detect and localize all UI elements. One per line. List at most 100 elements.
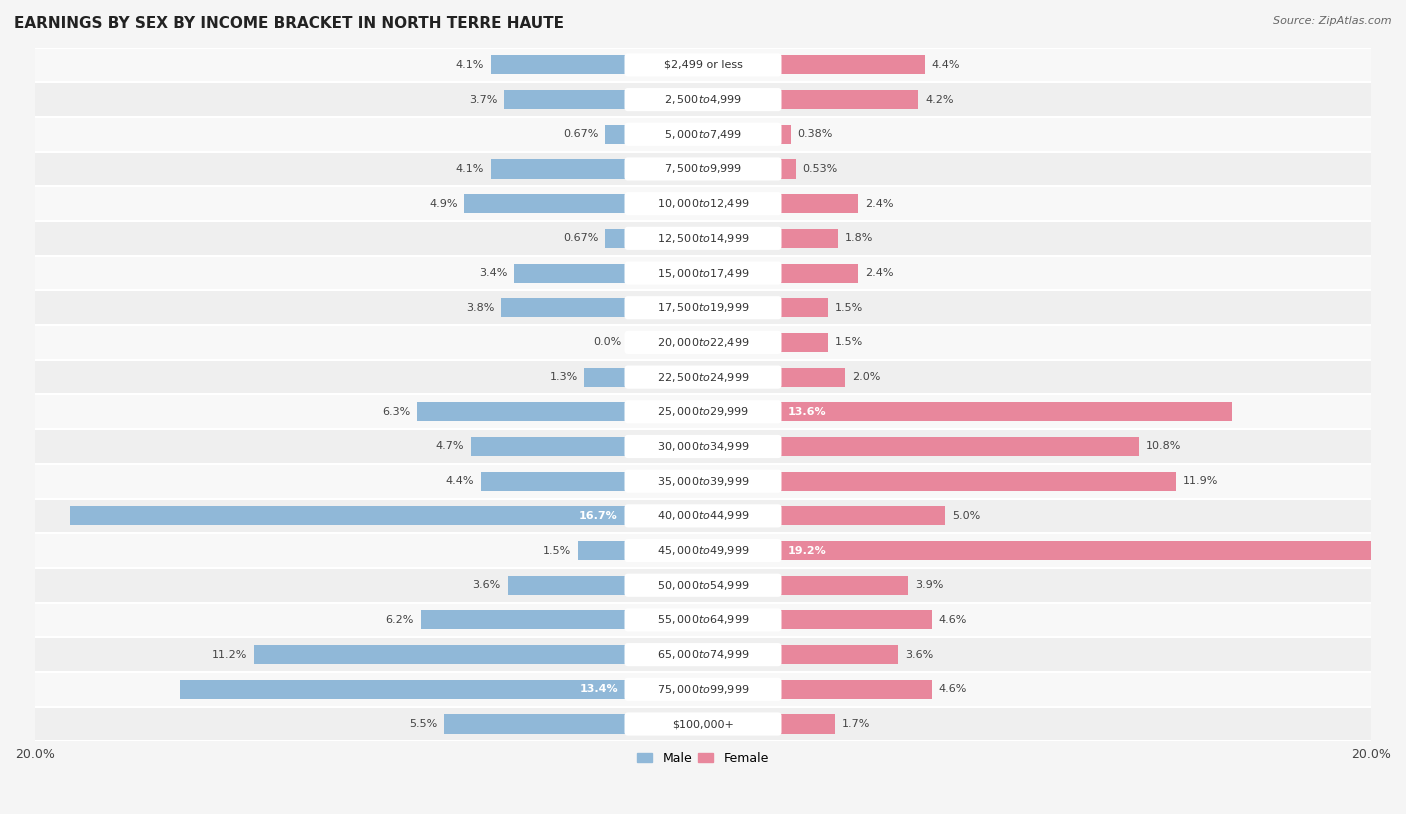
Bar xyxy=(778,160,796,178)
Bar xyxy=(778,55,925,74)
Bar xyxy=(578,541,628,560)
Text: $15,000 to $17,499: $15,000 to $17,499 xyxy=(657,266,749,279)
Text: 4.6%: 4.6% xyxy=(938,685,967,694)
FancyBboxPatch shape xyxy=(624,574,782,597)
Bar xyxy=(501,298,628,317)
Bar xyxy=(491,160,628,178)
Bar xyxy=(606,229,628,248)
Text: 10.8%: 10.8% xyxy=(1146,441,1181,452)
Text: 1.7%: 1.7% xyxy=(842,719,870,729)
Bar xyxy=(778,194,858,213)
Bar xyxy=(35,82,1371,117)
Bar xyxy=(778,368,845,387)
Bar xyxy=(778,471,1175,491)
Bar xyxy=(481,471,628,491)
Text: 0.67%: 0.67% xyxy=(564,234,599,243)
Text: $10,000 to $12,499: $10,000 to $12,499 xyxy=(657,197,749,210)
FancyBboxPatch shape xyxy=(624,157,782,181)
Text: 3.9%: 3.9% xyxy=(915,580,943,590)
Bar xyxy=(180,680,628,699)
FancyBboxPatch shape xyxy=(624,88,782,112)
Bar xyxy=(491,55,628,74)
Text: $55,000 to $64,999: $55,000 to $64,999 xyxy=(657,614,749,627)
Bar xyxy=(35,568,1371,602)
Text: 1.5%: 1.5% xyxy=(835,303,863,313)
FancyBboxPatch shape xyxy=(624,470,782,492)
Text: $75,000 to $99,999: $75,000 to $99,999 xyxy=(657,683,749,696)
Bar xyxy=(778,715,835,733)
Text: 1.8%: 1.8% xyxy=(845,234,873,243)
Bar xyxy=(778,575,908,595)
Bar xyxy=(35,498,1371,533)
FancyBboxPatch shape xyxy=(624,54,782,77)
Bar xyxy=(35,221,1371,256)
Bar xyxy=(418,402,628,422)
Text: 3.8%: 3.8% xyxy=(465,303,495,313)
Text: $2,500 to $4,999: $2,500 to $4,999 xyxy=(664,93,742,106)
Text: 11.9%: 11.9% xyxy=(1182,476,1218,486)
Bar xyxy=(778,680,932,699)
Text: $25,000 to $29,999: $25,000 to $29,999 xyxy=(657,405,749,418)
Bar xyxy=(35,47,1371,82)
Bar xyxy=(606,125,628,144)
Text: Source: ZipAtlas.com: Source: ZipAtlas.com xyxy=(1274,16,1392,26)
Text: 6.3%: 6.3% xyxy=(382,407,411,417)
Bar xyxy=(35,533,1371,568)
Bar xyxy=(35,360,1371,395)
Text: 2.0%: 2.0% xyxy=(852,372,880,382)
FancyBboxPatch shape xyxy=(624,505,782,527)
Bar xyxy=(508,575,628,595)
Text: 4.2%: 4.2% xyxy=(925,94,953,104)
Text: 19.2%: 19.2% xyxy=(789,545,827,556)
Bar xyxy=(35,602,1371,637)
Bar xyxy=(35,256,1371,291)
Bar xyxy=(778,402,1233,422)
Text: $7,500 to $9,999: $7,500 to $9,999 xyxy=(664,163,742,176)
Text: $20,000 to $22,499: $20,000 to $22,499 xyxy=(657,336,749,349)
Bar xyxy=(778,229,838,248)
Text: 4.7%: 4.7% xyxy=(436,441,464,452)
FancyBboxPatch shape xyxy=(624,123,782,146)
Text: 0.53%: 0.53% xyxy=(803,164,838,174)
Text: 0.38%: 0.38% xyxy=(797,129,832,139)
FancyBboxPatch shape xyxy=(624,712,782,736)
Bar xyxy=(778,90,918,109)
Text: 0.67%: 0.67% xyxy=(564,129,599,139)
FancyBboxPatch shape xyxy=(624,227,782,250)
Bar xyxy=(444,715,628,733)
Bar xyxy=(35,325,1371,360)
Text: 16.7%: 16.7% xyxy=(579,511,617,521)
Text: 4.1%: 4.1% xyxy=(456,60,484,70)
Text: 13.6%: 13.6% xyxy=(789,407,827,417)
Bar xyxy=(35,151,1371,186)
Bar xyxy=(515,264,628,282)
FancyBboxPatch shape xyxy=(624,678,782,701)
Bar xyxy=(35,464,1371,498)
FancyBboxPatch shape xyxy=(624,296,782,319)
Text: $40,000 to $44,999: $40,000 to $44,999 xyxy=(657,510,749,523)
FancyBboxPatch shape xyxy=(624,400,782,423)
Bar xyxy=(778,506,945,525)
Bar xyxy=(471,437,628,456)
Text: $5,000 to $7,499: $5,000 to $7,499 xyxy=(664,128,742,141)
Bar xyxy=(35,429,1371,464)
Text: $65,000 to $74,999: $65,000 to $74,999 xyxy=(657,648,749,661)
Bar xyxy=(778,645,898,664)
Bar xyxy=(464,194,628,213)
Text: 6.2%: 6.2% xyxy=(385,615,413,625)
Text: 4.9%: 4.9% xyxy=(429,199,457,208)
Bar xyxy=(35,707,1371,742)
Text: 2.4%: 2.4% xyxy=(865,268,893,278)
Text: 13.4%: 13.4% xyxy=(579,685,617,694)
Legend: Male, Female: Male, Female xyxy=(633,746,773,770)
Text: 3.7%: 3.7% xyxy=(470,94,498,104)
FancyBboxPatch shape xyxy=(624,330,782,354)
Bar xyxy=(420,610,628,629)
Text: $35,000 to $39,999: $35,000 to $39,999 xyxy=(657,475,749,488)
Bar xyxy=(778,125,790,144)
Bar xyxy=(35,637,1371,672)
Text: $22,500 to $24,999: $22,500 to $24,999 xyxy=(657,370,749,383)
Text: 4.6%: 4.6% xyxy=(938,615,967,625)
Text: 3.6%: 3.6% xyxy=(905,650,934,659)
Bar xyxy=(35,395,1371,429)
